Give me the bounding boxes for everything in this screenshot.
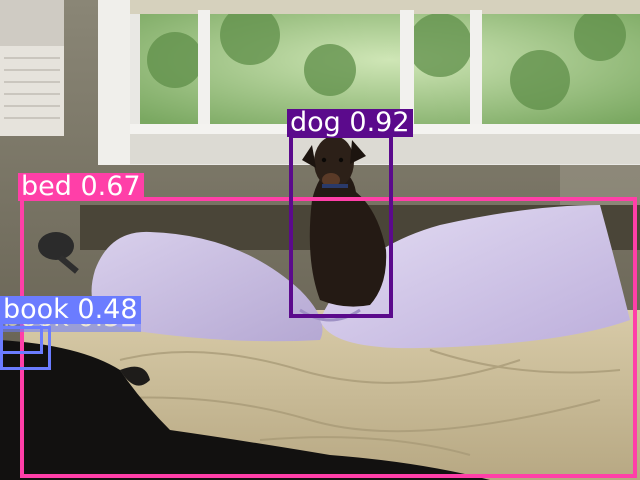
detection-label-dog-name: dog [290, 107, 341, 138]
detection-label-dog-score: 0.92 [349, 107, 410, 138]
detection-label-book-1-name: book [3, 294, 69, 325]
detection-box-bed [20, 197, 637, 478]
wall-calendar [0, 0, 64, 136]
detection-label-bed-name: bed [21, 171, 72, 202]
detection-label-bed-score: 0.67 [80, 171, 141, 202]
foreground-blanket [0, 340, 490, 480]
desk-lamp [38, 232, 79, 274]
detection-label-bed: bed 0.67 [18, 173, 144, 201]
pillows [91, 205, 630, 349]
detection-label-dog: dog 0.92 [287, 109, 413, 137]
detection-label-book-1: book 0.48 [0, 296, 141, 324]
detection-box-book-1 [0, 326, 51, 370]
dog [302, 136, 387, 307]
detection-label-book-1-score: 0.48 [77, 294, 138, 325]
detection-box-dog [289, 134, 393, 318]
